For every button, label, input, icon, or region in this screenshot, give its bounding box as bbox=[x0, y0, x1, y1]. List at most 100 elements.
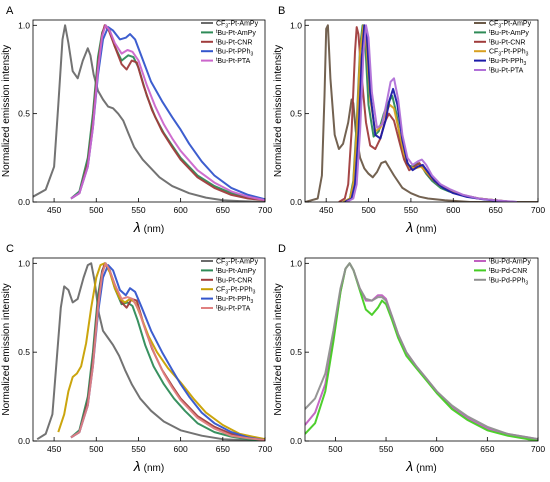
x-axis-label: λ (nm) bbox=[133, 219, 164, 235]
x-tick-label: 450 bbox=[47, 205, 61, 215]
series-line-tbu-pt-pta bbox=[346, 24, 517, 202]
series-line-cf3-pt-ampy bbox=[36, 262, 265, 441]
x-tick-label: 500 bbox=[361, 205, 375, 215]
series-line-tbu-pt-pph3 bbox=[344, 24, 517, 202]
x-axis-label: λ (nm) bbox=[133, 458, 164, 474]
legend-label: CF3-Pt-PPh3 bbox=[216, 287, 256, 296]
x-axis-label: λ (nm) bbox=[405, 219, 436, 235]
y-axis-label: Normalized emission intensity bbox=[273, 283, 284, 415]
legend-label: tBu-Pt-AmPy bbox=[216, 267, 256, 275]
series-group bbox=[33, 24, 265, 202]
x-axis-unit: (nm) bbox=[144, 224, 165, 235]
x-tick-label: 600 bbox=[430, 444, 444, 454]
series-line-tbu-pd-pph3 bbox=[305, 262, 538, 441]
x-tick-label: 550 bbox=[131, 444, 145, 454]
legend-label: tBu-Pd-CNR bbox=[489, 267, 527, 275]
panel-label: A bbox=[6, 5, 14, 17]
plot-frame bbox=[304, 19, 539, 203]
legend-label: tBu-Pt-PPh3 bbox=[216, 48, 253, 58]
y-tick-label: 0.5 bbox=[18, 347, 30, 357]
legend-label: CF3-Pt-PPh3 bbox=[489, 49, 529, 58]
legend-label: CF3-Pt-AmPy bbox=[216, 259, 259, 268]
legend-label: tBu-Pt-AmPy bbox=[489, 29, 529, 37]
series-group bbox=[305, 262, 538, 441]
panel-a: A 450 500 550 600 650 700 0.0 0.5 1.0 λ (nm) Normali… bbox=[1, 5, 272, 235]
x-tick-label: 450 bbox=[47, 444, 61, 454]
y-axis-label: Normalized emission intensity bbox=[1, 283, 12, 415]
y-tick-label: 1.0 bbox=[290, 258, 302, 268]
y-tick-label: 0.0 bbox=[18, 436, 30, 446]
y-axis-label: Normalized emission intensity bbox=[273, 45, 284, 177]
x-tick-label: 500 bbox=[89, 444, 103, 454]
legend-label: tBu-Pt-AmPy bbox=[216, 29, 256, 37]
panel-d: D 500 550 600 650 700 0.0 0.5 1.0 λ (nm) Normalized… bbox=[273, 243, 545, 474]
x-axis-symbol: λ bbox=[405, 219, 413, 235]
legend-label: tBu-Pt-PTA bbox=[216, 305, 251, 313]
series-line-cf3-pt-ampy bbox=[305, 24, 538, 202]
x-axis-unit: (nm) bbox=[416, 224, 437, 235]
y-axis-label: Normalized emission intensity bbox=[1, 45, 12, 177]
legend-label: tBu-Pt-PTA bbox=[216, 57, 251, 65]
x-axis-label: λ (nm) bbox=[405, 458, 436, 474]
x-axis-unit: (nm) bbox=[144, 463, 165, 474]
y-tick-label: 0.0 bbox=[290, 436, 302, 446]
y-tick-label: 1.0 bbox=[18, 20, 30, 30]
x-tick-label: 600 bbox=[174, 444, 188, 454]
legend-label: tBu-Pd-PPh3 bbox=[489, 276, 528, 286]
x-tick-label: 700 bbox=[258, 205, 272, 215]
y-tick-label: 0.5 bbox=[290, 347, 302, 357]
x-tick-label: 600 bbox=[446, 205, 460, 215]
legend-label: CF3-Pt-AmPy bbox=[489, 21, 532, 30]
series-group bbox=[36, 262, 265, 441]
series-line-cf3-pt-pph3 bbox=[57, 262, 265, 441]
x-tick-label: 450 bbox=[319, 205, 333, 215]
x-tick-label: 550 bbox=[131, 205, 145, 215]
x-axis-symbol: λ bbox=[133, 219, 141, 235]
series-line-tbu-pt-pta bbox=[70, 24, 265, 202]
y-tick-label: 0.5 bbox=[290, 109, 302, 119]
y-tick-label: 1.0 bbox=[290, 20, 302, 30]
x-axis-unit: (nm) bbox=[416, 463, 437, 474]
y-tick-label: 0.5 bbox=[18, 109, 30, 119]
legend-label: tBu-Pt-PPh3 bbox=[216, 295, 253, 305]
legend-label: tBu-Pt-CNR bbox=[489, 38, 525, 46]
x-tick-label: 650 bbox=[480, 444, 494, 454]
x-tick-label: 550 bbox=[404, 205, 418, 215]
y-tick-label: 0.0 bbox=[18, 197, 30, 207]
y-tick-label: 0.0 bbox=[290, 197, 302, 207]
x-axis-symbol: λ bbox=[405, 458, 413, 474]
x-tick-label: 650 bbox=[489, 205, 503, 215]
x-tick-label: 650 bbox=[216, 205, 230, 215]
plot-frame bbox=[32, 257, 266, 442]
legend-label: CF3-Pt-AmPy bbox=[216, 21, 259, 30]
x-tick-label: 500 bbox=[328, 444, 342, 454]
x-tick-label: 700 bbox=[531, 205, 545, 215]
series-line-tbu-pt-pta bbox=[70, 262, 265, 441]
x-tick-label: 550 bbox=[379, 444, 393, 454]
panel-label: D bbox=[278, 243, 286, 255]
plot-frame bbox=[304, 257, 539, 442]
x-tick-label: 650 bbox=[216, 444, 230, 454]
plot-frame bbox=[32, 19, 266, 203]
series-group bbox=[305, 24, 538, 202]
x-tick-label: 700 bbox=[258, 444, 272, 454]
panel-label: C bbox=[6, 243, 14, 255]
panel-b: B 450 500 550 600 650 700 0.0 0.5 1.0 λ (nm) Normali… bbox=[273, 5, 545, 235]
x-tick-label: 500 bbox=[89, 205, 103, 215]
legend-label: tBu-Pt-PTA bbox=[489, 67, 524, 75]
legend-label: tBu-Pt-CNR bbox=[216, 276, 252, 284]
legend-label: tBu-Pd-AmPy bbox=[489, 258, 531, 266]
x-axis-symbol: λ bbox=[133, 458, 141, 474]
x-tick-label: 600 bbox=[174, 205, 188, 215]
y-tick-label: 1.0 bbox=[18, 258, 30, 268]
legend-label: tBu-Pt-CNR bbox=[216, 38, 252, 46]
x-tick-label: 700 bbox=[531, 444, 545, 454]
panel-label: B bbox=[278, 5, 285, 17]
legend-label: tBu-Pt-PPh3 bbox=[489, 57, 526, 67]
panel-c: C 450 500 550 600 650 700 0.0 0.5 1.0 λ (nm) Normali… bbox=[1, 243, 272, 474]
